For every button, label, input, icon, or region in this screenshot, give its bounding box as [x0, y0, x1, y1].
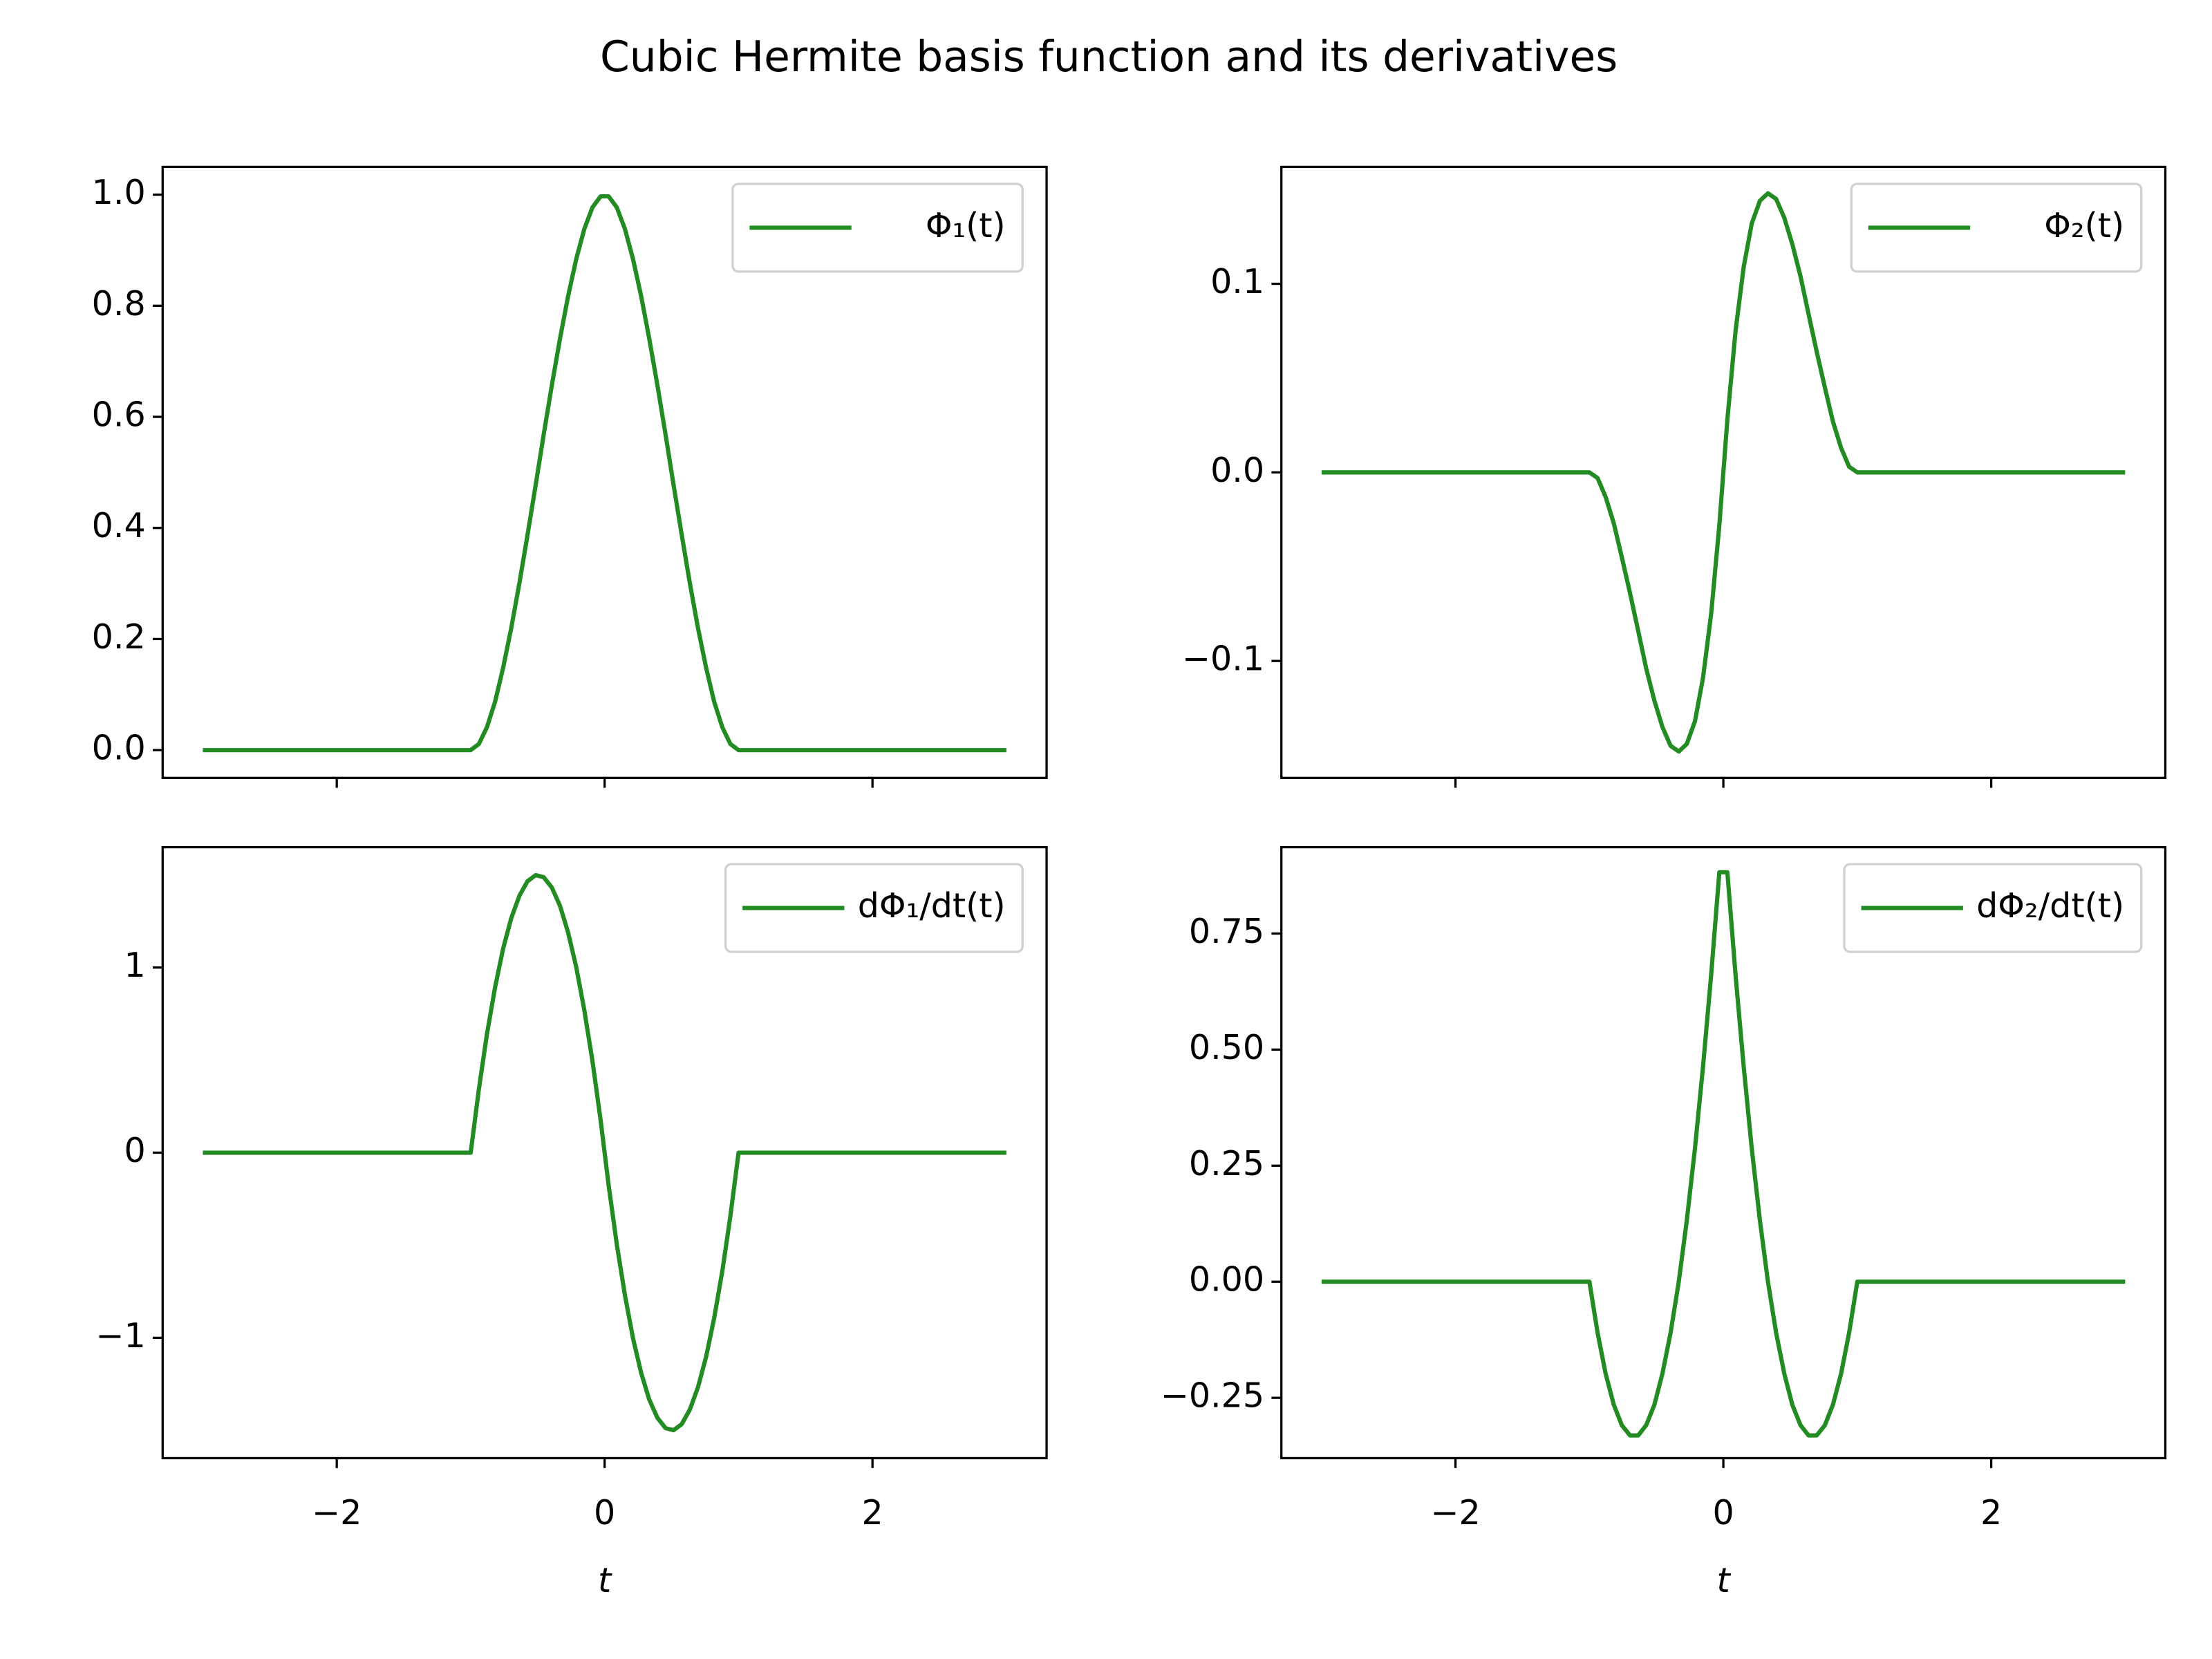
figure-title: Cubic Hermite basis function and its der…	[600, 32, 1618, 82]
y-tick-label: 0.0	[92, 728, 146, 768]
y-tick-label: 0	[124, 1130, 145, 1170]
y-tick-label: 0.75	[1189, 911, 1264, 951]
x-axis-label: t	[1716, 1560, 1731, 1600]
y-tick-label: 0.4	[92, 505, 146, 545]
x-tick-label: 0	[594, 1492, 615, 1533]
x-tick-label: −2	[1430, 1492, 1480, 1533]
y-tick-label: 0.1	[1210, 261, 1264, 301]
legend: dΦ₁/dt(t)	[724, 863, 1024, 953]
legend-box	[731, 182, 1024, 273]
legend: Φ₁(t)	[731, 182, 1024, 273]
legend-label: Φ₁(t)	[926, 205, 1006, 245]
y-tick-label: 1	[124, 945, 145, 985]
line-series	[1321, 191, 2126, 754]
y-tick-label: −0.25	[1161, 1376, 1264, 1416]
x-tick-label: 2	[1980, 1492, 2002, 1533]
legend-label: dΦ₁/dt(t)	[858, 885, 1006, 926]
x-tick-label: 0	[1712, 1492, 1734, 1533]
legend: Φ₂(t)	[1850, 182, 2143, 273]
y-tick-label: 0.0	[1210, 450, 1264, 490]
y-tick-label: −1	[95, 1315, 145, 1356]
x-axis-label: t	[598, 1560, 612, 1600]
y-tick-label: −0.1	[1182, 639, 1264, 679]
x-tick-label: 2	[862, 1492, 883, 1533]
legend-box	[1850, 182, 2143, 273]
line-series	[1321, 870, 2126, 1438]
legend-label: Φ₂(t)	[2044, 205, 2124, 245]
legend-label: dΦ₂/dt(t)	[1976, 885, 2124, 926]
y-tick-label: 0.2	[92, 617, 146, 657]
y-tick-label: 0.8	[92, 283, 146, 324]
y-tick-label: 0.6	[92, 395, 146, 435]
y-tick-label: 0.00	[1189, 1259, 1264, 1300]
y-tick-label: 0.25	[1189, 1143, 1264, 1183]
x-tick-label: −2	[312, 1492, 362, 1533]
line-series	[203, 872, 1006, 1433]
y-tick-label: 1.0	[92, 172, 146, 212]
legend: dΦ₂/dt(t)	[1843, 863, 2143, 953]
line-series	[203, 194, 1006, 753]
legend-box	[1843, 863, 2143, 953]
legend-box	[724, 863, 1024, 953]
y-tick-label: 0.50	[1189, 1027, 1264, 1067]
